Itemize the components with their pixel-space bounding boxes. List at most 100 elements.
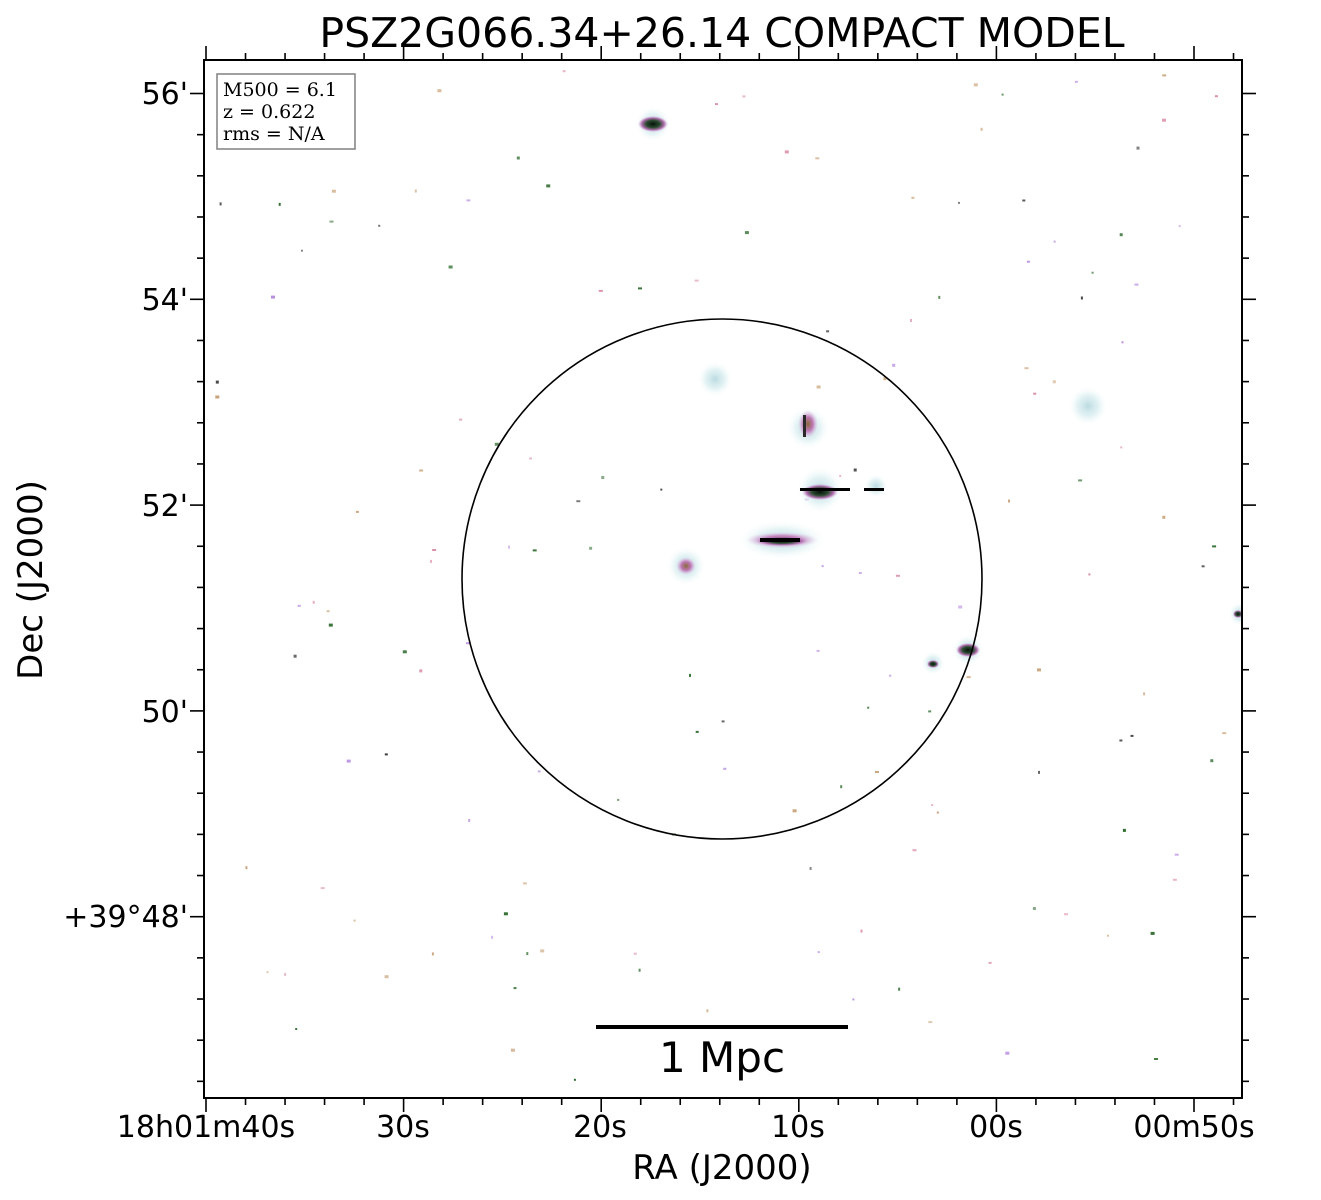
info-mass: M500 = 6.1 [223,79,337,101]
noise-pixel [840,785,843,789]
noise-pixel [266,971,269,974]
axis-ticks [190,46,1256,1112]
noise-pixel [466,642,470,645]
noise-pixel [419,669,423,673]
noise-pixel [532,549,537,552]
noise-pixel [816,649,820,652]
source-core [802,484,838,500]
noise-pixel [1214,95,1218,98]
noise-pixel [522,882,527,885]
noise-pixel [694,279,699,282]
noise-pixel [723,767,727,770]
noise-pixel [526,952,529,956]
noise-pixel [284,972,287,976]
dec-tick-label: 56' [142,77,188,112]
noise-pixel [419,469,424,472]
noise-pixel [860,929,863,933]
noise-pixel [638,968,641,972]
ra-tick-labels: 18h01m40s 30s 20s 10s 00s 00m50s [117,1110,1255,1145]
noise-pixel [1091,271,1094,274]
noise-pixel [839,474,842,477]
noise-pixel [1032,907,1036,910]
noise-pixel [414,189,417,193]
noise-pixel [540,949,545,953]
noise-pixel [1005,1051,1010,1055]
noise-pixel [245,866,248,870]
noise-pixel [378,224,381,227]
scale-bar-label: 1 Mpc [659,1033,785,1082]
noise-pixel [883,377,887,381]
info-rms: rms = N/A [223,123,325,145]
noise-pixel [1143,692,1146,696]
noise-pixel [875,771,879,773]
noise-pixel [660,488,663,491]
noise-pixel [278,202,281,206]
noise-pixel [402,650,407,654]
noise-pixel [320,887,325,890]
source-emission [676,557,696,575]
noise-pixel [889,674,892,677]
noise-pixel [1053,240,1056,243]
noise-pixel [430,559,432,563]
dec-tick-label: 52' [142,489,188,524]
noise-pixel [297,604,301,607]
noise-pixel [931,804,934,806]
noise-pixel [852,998,855,1001]
x-axis-label: RA (J2000) [632,1148,811,1188]
noise-pixel [973,83,978,87]
noise-pixel [598,289,603,292]
noise-pixel [911,196,915,199]
noise-pixel [689,673,691,677]
noise-pixel [437,89,442,93]
noise-pixel [1119,233,1123,237]
plot-frame [203,59,1243,1099]
y-axis-label: Dec (J2000) [11,480,51,680]
source-core [760,538,800,542]
noise-pixel [1122,828,1126,832]
noise-pixel [633,952,637,955]
noise-pixel [895,574,900,577]
noise-pixel [355,510,359,513]
noise-pixel [867,706,870,709]
noise-pixel [1222,732,1227,735]
noise-pixel [821,565,824,568]
source-core [800,488,850,491]
plot-area [204,60,1242,1098]
ra-tick-label: 20s [573,1110,627,1145]
noise-pixel [503,912,508,916]
noise-pixel [326,610,330,613]
noise-pixel [328,623,333,627]
ra-tick-label: 18h01m40s [117,1110,295,1145]
noise-pixel [1150,931,1155,935]
noise-pixel [1136,146,1140,150]
noise-pixel [432,549,437,551]
noise-pixel [715,103,718,106]
ra-tick-label: 30s [376,1110,430,1145]
noise-pixel [1037,668,1041,672]
noise-pixel [1026,260,1030,263]
dec-tick-label: 54' [142,283,188,318]
noise-pixel [271,295,275,299]
noise-pixel [1210,759,1214,763]
noise-pixel [384,975,389,979]
noise-pixel [792,809,797,813]
noise-pixel [1162,74,1167,77]
noise-pixel [219,202,222,206]
noise-pixel [898,987,901,991]
noise-pixel [958,605,963,609]
source-core [803,415,806,437]
noise-pixel [1052,380,1056,384]
noise-pixel [1078,479,1083,482]
noise-pixel [892,363,896,367]
noise-pixel [988,961,992,964]
noise-pixel [516,156,520,160]
noise-pixel [853,468,857,472]
noise-pixel [1024,367,1029,370]
noise-pixel [721,720,725,723]
ra-tick-label: 00m50s [1133,1110,1254,1145]
noise-pixel [1162,515,1166,519]
noise-pixel [329,220,334,223]
noise-pixel [459,418,463,421]
noise-pixel [312,600,315,604]
noise-pixel [638,287,642,290]
